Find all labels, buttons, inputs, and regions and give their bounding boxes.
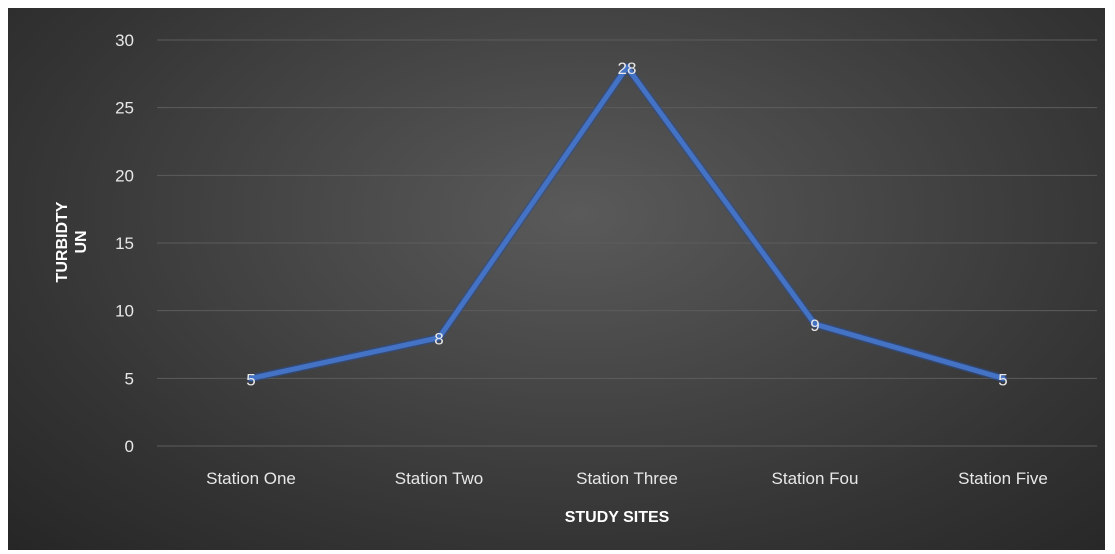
x-axis-ticks: Station One Station Two Station Three Stati… bbox=[206, 469, 1048, 488]
data-label: 5 bbox=[246, 370, 255, 389]
data-label: 9 bbox=[810, 316, 819, 335]
y-tick-label: 15 bbox=[115, 234, 134, 253]
gridlines bbox=[157, 39, 1097, 447]
x-tick-label: Station Three bbox=[576, 469, 678, 488]
data-label: 5 bbox=[998, 370, 1007, 389]
y-axis-title: TURBIDTY UN bbox=[54, 201, 90, 282]
y-tick-label: 0 bbox=[125, 437, 134, 456]
y-tick-label: 5 bbox=[125, 369, 134, 388]
data-point bbox=[624, 64, 630, 70]
x-axis-title: STUDY SITES bbox=[565, 509, 670, 526]
data-labels: 5 8 28 9 5 bbox=[246, 59, 1007, 389]
x-tick-label: Station Five bbox=[958, 469, 1048, 488]
series-line bbox=[248, 64, 1006, 381]
y-tick-label: 30 bbox=[115, 31, 134, 50]
data-point bbox=[436, 335, 442, 341]
data-point bbox=[1000, 375, 1006, 381]
series-layer bbox=[247, 63, 1007, 383]
x-tick-label: Station Fou bbox=[772, 469, 859, 488]
chart-area bbox=[8, 8, 1105, 550]
data-point bbox=[812, 321, 818, 327]
data-label: 28 bbox=[618, 59, 637, 78]
x-tick-label: Station Two bbox=[395, 469, 484, 488]
series-line-shadow bbox=[247, 63, 1007, 383]
data-label: 8 bbox=[434, 330, 443, 349]
data-point bbox=[248, 375, 254, 381]
y-tick-label: 10 bbox=[115, 302, 134, 321]
y-axis-title-line-2: UN bbox=[73, 230, 90, 253]
y-tick-label: 20 bbox=[115, 166, 134, 185]
y-axis-title-line-1: TURBIDTY bbox=[54, 201, 71, 282]
y-axis-ticks: 0 5 10 15 20 25 30 bbox=[115, 31, 134, 456]
x-tick-label: Station One bbox=[206, 469, 296, 488]
y-tick-label: 25 bbox=[115, 99, 134, 118]
